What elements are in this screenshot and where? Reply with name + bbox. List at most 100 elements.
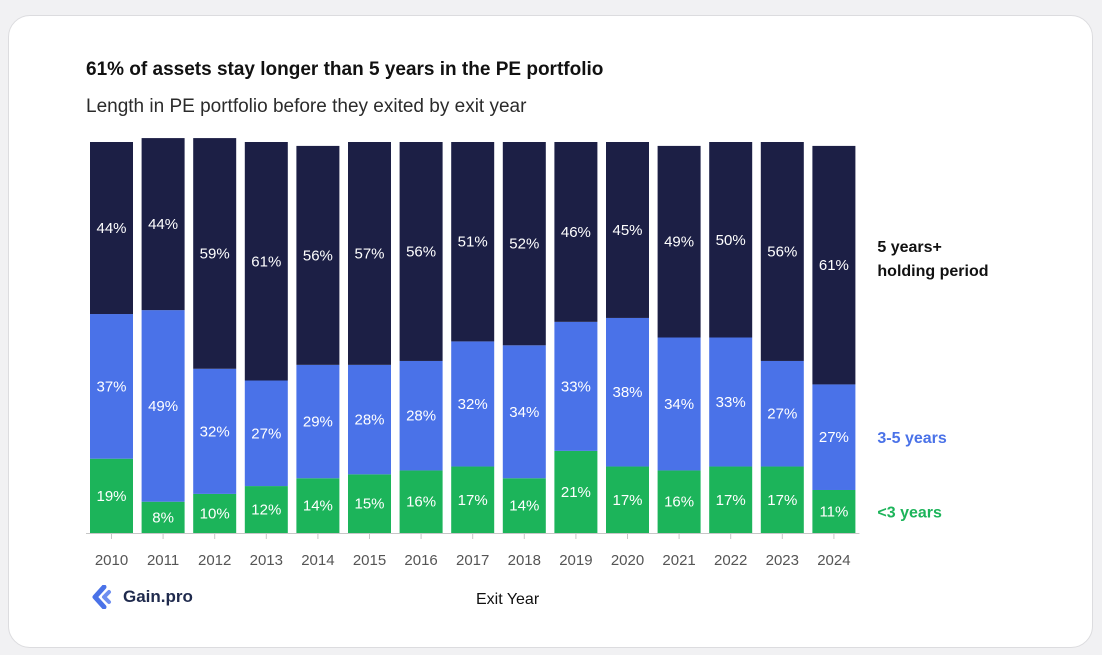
x-tick-label-2019: 2019: [559, 552, 592, 569]
bar-segment-lt-3-years-2021: [657, 470, 701, 533]
data-label-3-5-years-2012: 32%: [200, 423, 230, 440]
bar-segment-lt-3-years-2023: [760, 466, 804, 533]
x-tick-label-2016: 2016: [404, 552, 437, 569]
data-label-3-5-years-2011: 49%: [148, 398, 178, 415]
bar-segment-5-yearsplus-holding-period-2023: [760, 142, 804, 361]
bar-segment-3-5-years-2019: [554, 321, 598, 451]
data-label-lt-3-years-2021: 16%: [664, 494, 694, 511]
x-tick-label-2022: 2022: [714, 552, 747, 569]
data-label-3-5-years-2015: 28%: [354, 412, 384, 429]
x-tick-label-2020: 2020: [611, 552, 644, 569]
bar-segment-5-yearsplus-holding-period-2024: [812, 145, 856, 385]
data-label-5-yearsplus-holding-period-2018: 52%: [509, 236, 539, 253]
x-tick-label-2017: 2017: [456, 552, 489, 569]
bar-segment-3-5-years-2021: [657, 337, 701, 471]
data-label-5-yearsplus-holding-period-2010: 44%: [96, 220, 126, 237]
x-tick-label-2024: 2024: [817, 552, 850, 569]
data-label-lt-3-years-2020: 17%: [612, 492, 642, 509]
data-label-5-yearsplus-holding-period-2013: 61%: [251, 253, 281, 270]
legend: 5 years+ holding period 3-5 years <3 years: [877, 239, 988, 521]
data-label-lt-3-years-2016: 16%: [406, 494, 436, 511]
bar-segment-3-5-years-2010: [90, 314, 133, 459]
bar-segment-lt-3-years-2013: [244, 486, 288, 533]
data-label-5-yearsplus-holding-period-2015: 57%: [354, 245, 384, 262]
legend-label-5-yearsplus-holding-period-1: holding period: [877, 263, 988, 280]
bar-segment-5-yearsplus-holding-period-2013: [244, 142, 288, 381]
data-label-lt-3-years-2024: 11%: [819, 503, 848, 520]
data-label-lt-3-years-2011: 8%: [152, 509, 174, 526]
x-tick-label-2012: 2012: [198, 552, 231, 569]
bar-segment-3-5-years-2014: [296, 364, 340, 479]
bar-segment-3-5-years-2024: [812, 384, 856, 490]
bar-segment-lt-3-years-2014: [296, 478, 340, 533]
brand-logo: Gain.pro: [92, 585, 193, 609]
data-label-3-5-years-2023: 27%: [767, 406, 797, 423]
x-tick-label-2010: 2010: [95, 552, 128, 569]
bar-segment-3-5-years-2023: [760, 360, 804, 467]
data-label-5-yearsplus-holding-period-2016: 56%: [406, 243, 436, 260]
bar-segment-lt-3-years-2020: [606, 466, 649, 533]
bar-segment-5-yearsplus-holding-period-2018: [502, 142, 546, 346]
bar-segment-3-5-years-2018: [502, 345, 546, 479]
bar-segment-5-yearsplus-holding-period-2010: [90, 142, 133, 315]
bar-segment-3-5-years-2015: [348, 364, 391, 475]
bar-segment-3-5-years-2022: [709, 337, 753, 467]
data-label-lt-3-years-2012: 10%: [200, 505, 230, 522]
data-label-3-5-years-2010: 37%: [96, 378, 126, 395]
bar-segment-lt-3-years-2024: [812, 489, 856, 533]
data-label-lt-3-years-2017: 17%: [458, 492, 488, 509]
bar-segment-lt-3-years-2016: [399, 470, 443, 533]
bar-segment-5-yearsplus-holding-period-2015: [348, 142, 391, 365]
legend-label-3-5-years-0: 3-5 years: [877, 430, 946, 447]
data-label-3-5-years-2022: 33%: [716, 394, 746, 411]
bar-segment-lt-3-years-2017: [451, 466, 495, 533]
bar-segment-5-yearsplus-holding-period-2011: [141, 138, 185, 311]
data-label-5-yearsplus-holding-period-2017: 51%: [458, 234, 488, 251]
data-label-lt-3-years-2015: 15%: [354, 496, 384, 513]
data-label-3-5-years-2013: 27%: [251, 425, 281, 442]
data-label-3-5-years-2014: 29%: [303, 414, 333, 431]
chart-subtitle: Length in PE portfolio before they exite…: [86, 96, 527, 117]
bar-segment-3-5-years-2013: [244, 380, 288, 487]
bar-segment-lt-3-years-2015: [348, 474, 391, 533]
bar-segment-lt-3-years-2010: [90, 458, 133, 533]
x-axis-label: Exit Year: [476, 591, 540, 608]
bar-segment-5-yearsplus-holding-period-2012: [193, 138, 237, 369]
data-label-lt-3-years-2023: 17%: [767, 492, 797, 509]
bar-segment-lt-3-years-2018: [502, 478, 546, 533]
data-label-lt-3-years-2022: 17%: [716, 492, 746, 509]
legend-label-lt-3-years-0: <3 years: [877, 504, 942, 521]
bar-segment-lt-3-years-2022: [709, 466, 753, 533]
data-label-5-yearsplus-holding-period-2023: 56%: [767, 243, 797, 260]
bar-segment-3-5-years-2017: [451, 341, 495, 467]
legend-label-5-yearsplus-holding-period-0: 5 years+: [877, 239, 942, 256]
bar-segment-lt-3-years-2019: [554, 450, 598, 533]
x-tick-label-2015: 2015: [353, 552, 386, 569]
data-label-5-yearsplus-holding-period-2014: 56%: [303, 247, 333, 264]
data-label-3-5-years-2021: 34%: [664, 396, 694, 413]
bar-segment-5-yearsplus-holding-period-2014: [296, 145, 340, 365]
data-label-3-5-years-2018: 34%: [509, 404, 539, 421]
data-label-3-5-years-2017: 32%: [458, 396, 488, 413]
bar-segment-5-yearsplus-holding-period-2020: [606, 142, 649, 318]
bar-segment-3-5-years-2012: [193, 368, 237, 494]
data-label-3-5-years-2019: 33%: [561, 378, 591, 395]
x-tick-label-2021: 2021: [662, 552, 695, 569]
bar-segment-5-yearsplus-holding-period-2022: [709, 142, 753, 338]
x-tick-label-2014: 2014: [301, 552, 334, 569]
bar-segment-3-5-years-2011: [141, 310, 185, 502]
data-label-3-5-years-2020: 38%: [612, 384, 642, 401]
data-label-5-yearsplus-holding-period-2012: 59%: [200, 245, 230, 262]
data-label-3-5-years-2024: 27%: [819, 429, 849, 446]
brand-name: Gain.pro: [123, 587, 193, 606]
x-tick-label-2011: 2011: [147, 552, 179, 569]
data-label-lt-3-years-2010: 19%: [96, 488, 126, 505]
data-label-5-yearsplus-holding-period-2011: 44%: [148, 216, 178, 233]
data-label-lt-3-years-2014: 14%: [303, 498, 333, 515]
bar-segment-5-yearsplus-holding-period-2017: [451, 142, 495, 342]
data-label-lt-3-years-2013: 12%: [251, 502, 281, 519]
data-label-5-yearsplus-holding-period-2021: 49%: [664, 234, 694, 251]
bar-segment-5-yearsplus-holding-period-2016: [399, 142, 443, 361]
data-label-5-yearsplus-holding-period-2020: 45%: [612, 222, 642, 239]
